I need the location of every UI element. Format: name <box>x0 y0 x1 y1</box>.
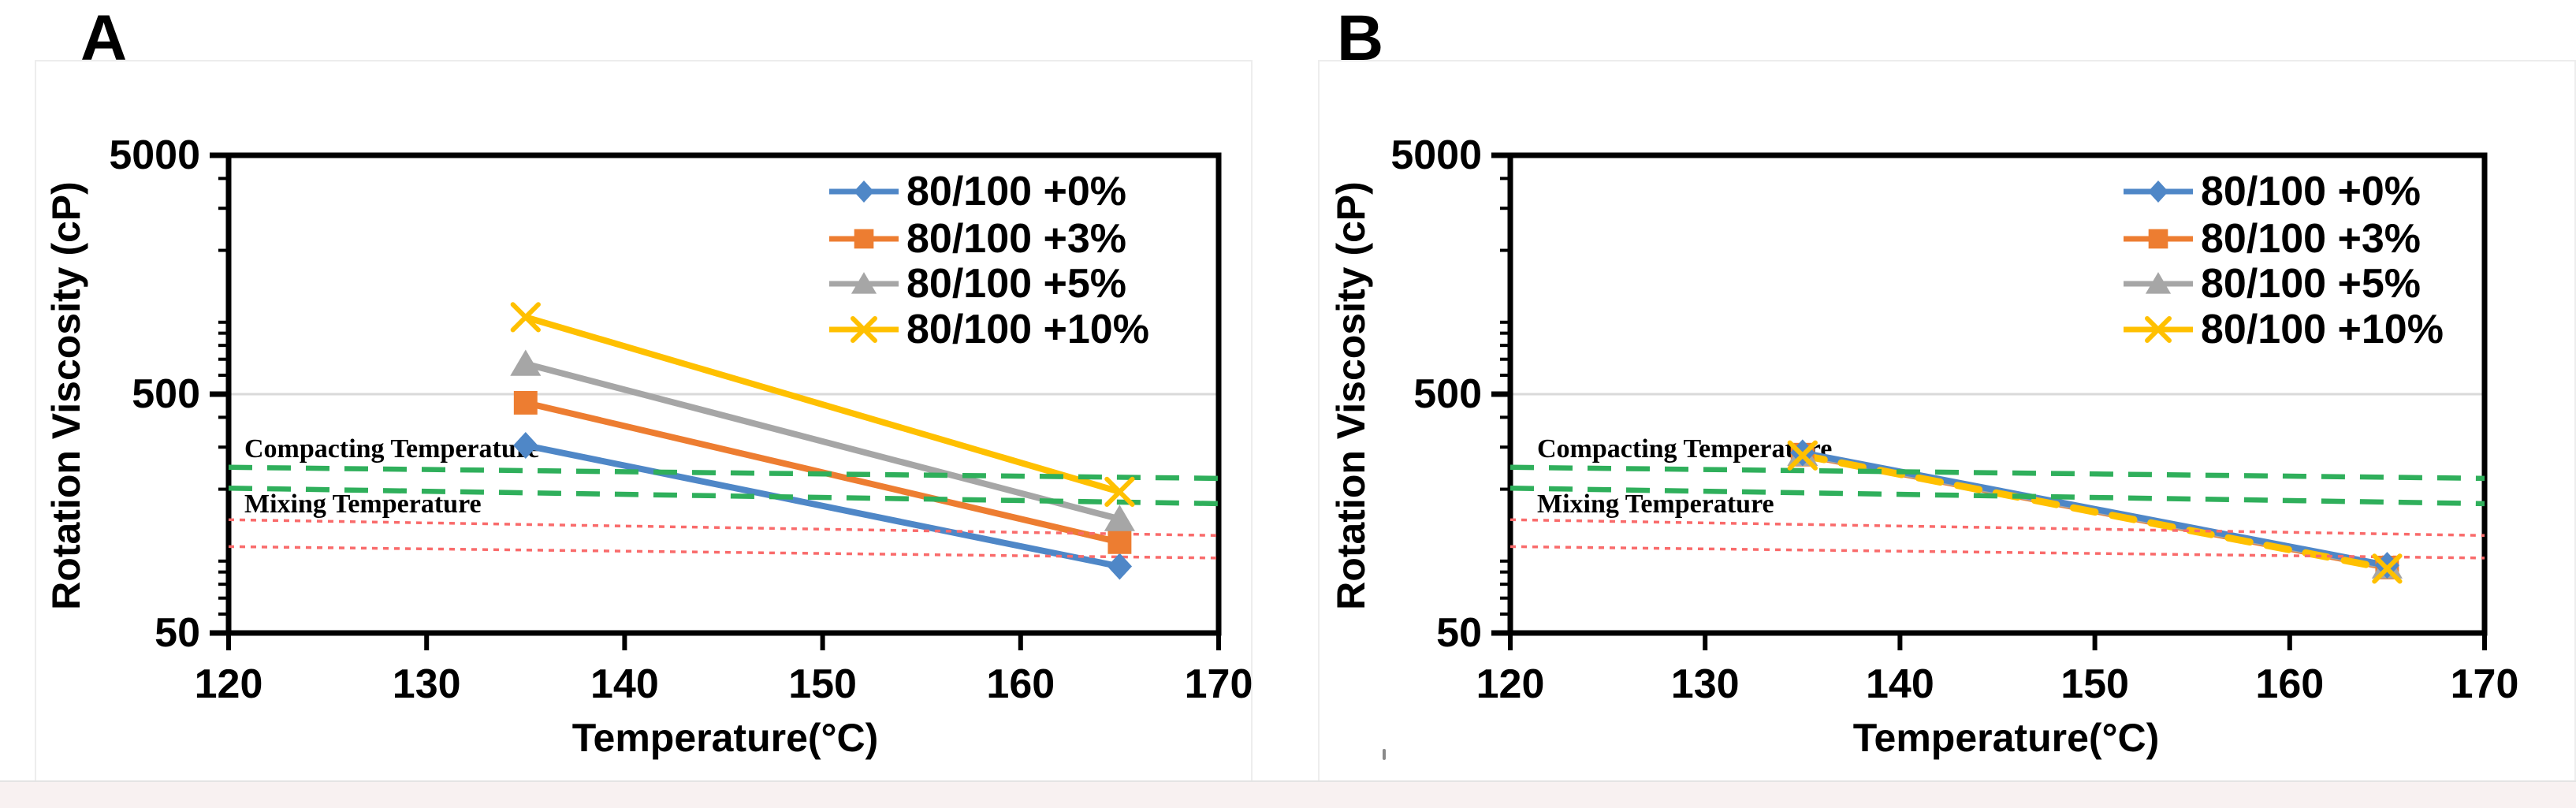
compacting-guide-line <box>228 464 1219 482</box>
legend-marker-triangle-icon <box>829 272 899 294</box>
mixing-guide-line <box>228 545 1219 560</box>
legend-marker-square-icon <box>829 229 899 249</box>
panel-b: B Rotation Viscosity (cP) Temperature(°C… <box>1318 6 2576 784</box>
compacting-temperature-label: Compacting Temperature <box>1537 434 1833 464</box>
legend-label: 80/100 +0% <box>906 169 1127 214</box>
legend-label: 80/100 +10% <box>2201 307 2444 352</box>
series-marker-diamond-icon <box>513 432 538 460</box>
x-tick-label: 170 <box>1184 661 1253 707</box>
panel-a-x-axis-title: Temperature(°C) <box>571 716 879 760</box>
series-marker-square-icon <box>513 391 538 415</box>
x-tick-label: 130 <box>392 661 461 707</box>
series-marker-triangle-icon <box>510 349 542 376</box>
legend-marker-x-icon <box>2124 316 2193 343</box>
legend-item: 80/100 +5% <box>828 261 1126 307</box>
y-tick-label: 500 <box>1413 371 1482 417</box>
series-marker-x-icon <box>2372 553 2403 584</box>
compacting-temperature-label: Compacting Temperature <box>244 434 540 464</box>
series-marker-x-icon <box>1104 476 1135 508</box>
x-tick-label: 130 <box>1670 661 1740 707</box>
legend-marker-diamond-icon <box>829 181 899 203</box>
legend-label: 80/100 +3% <box>906 216 1127 262</box>
legend-item: 80/100 +5% <box>2122 261 2421 307</box>
footer-strip <box>0 782 2576 808</box>
y-tick-label: 5000 <box>109 132 200 178</box>
legend-item: 80/100 +0% <box>828 169 1126 214</box>
plot-border <box>225 152 1222 636</box>
x-tick-label: 120 <box>194 661 263 707</box>
x-tick-label: 160 <box>986 661 1055 707</box>
series-marker-x-icon <box>510 302 541 333</box>
y-tick-label: 50 <box>1436 610 1482 656</box>
series-marker-square-icon <box>1107 530 1132 554</box>
x-tick-label: 160 <box>2255 661 2325 707</box>
y-tick-label: 50 <box>154 610 200 656</box>
series-line <box>522 360 1123 523</box>
compacting-guide-line <box>228 486 1219 507</box>
legend-item: 80/100 +0% <box>2122 169 2421 214</box>
legend-item: 80/100 +10% <box>828 307 1149 352</box>
legend-item: 80/100 +10% <box>2122 307 2444 352</box>
legend-label: 80/100 +10% <box>906 307 1149 352</box>
bottom-separator-line <box>0 780 2576 782</box>
series-marker-triangle-icon <box>1104 505 1135 531</box>
legend-item: 80/100 +3% <box>828 216 1126 262</box>
legend-label: 80/100 +5% <box>2201 261 2422 307</box>
mixing-temperature-label: Mixing Temperature <box>244 490 482 519</box>
compacting-guide-line <box>1509 486 2485 507</box>
legend-label: 80/100 +5% <box>906 261 1127 307</box>
panel-b-letter: B <box>1337 2 1384 74</box>
legend-marker-square-icon <box>2124 229 2193 249</box>
series-marker-x-icon <box>1787 440 1818 471</box>
plot-border <box>1507 152 2488 636</box>
x-tick-label: 150 <box>788 661 857 707</box>
series-line <box>522 314 1123 495</box>
series-marker-diamond-icon <box>1107 553 1133 580</box>
panel-a-letter: A <box>80 2 128 74</box>
y-tick-label: 5000 <box>1390 132 1482 178</box>
x-tick-label: 140 <box>1866 661 1934 707</box>
compacting-guide-line <box>1509 464 2485 482</box>
legend-label: 80/100 +3% <box>2201 216 2422 262</box>
legend-label: 80/100 +0% <box>2201 169 2422 214</box>
legend-marker-triangle-icon <box>2124 272 2193 294</box>
series-line <box>522 442 1123 570</box>
y-tick-label: 500 <box>132 371 200 417</box>
x-tick-label: 170 <box>2450 661 2519 707</box>
x-tick-label: 140 <box>590 661 659 707</box>
x-tick-label: 120 <box>1476 661 1545 707</box>
stray-mark-artifact <box>1383 749 1386 760</box>
legend-marker-x-icon <box>829 316 899 343</box>
legend-marker-diamond-icon <box>2124 181 2193 203</box>
panel-a: A Rotation Viscosity (cP) Temperature(°C… <box>35 6 1253 784</box>
mixing-guide-line <box>1509 518 2485 538</box>
legend-item: 80/100 +3% <box>2122 216 2421 262</box>
x-tick-label: 150 <box>2060 661 2129 707</box>
mixing-guide-line <box>1509 545 2485 560</box>
panel-b-x-axis-title: Temperature(°C) <box>1852 716 2160 760</box>
mixing-temperature-label: Mixing Temperature <box>1537 490 1774 519</box>
